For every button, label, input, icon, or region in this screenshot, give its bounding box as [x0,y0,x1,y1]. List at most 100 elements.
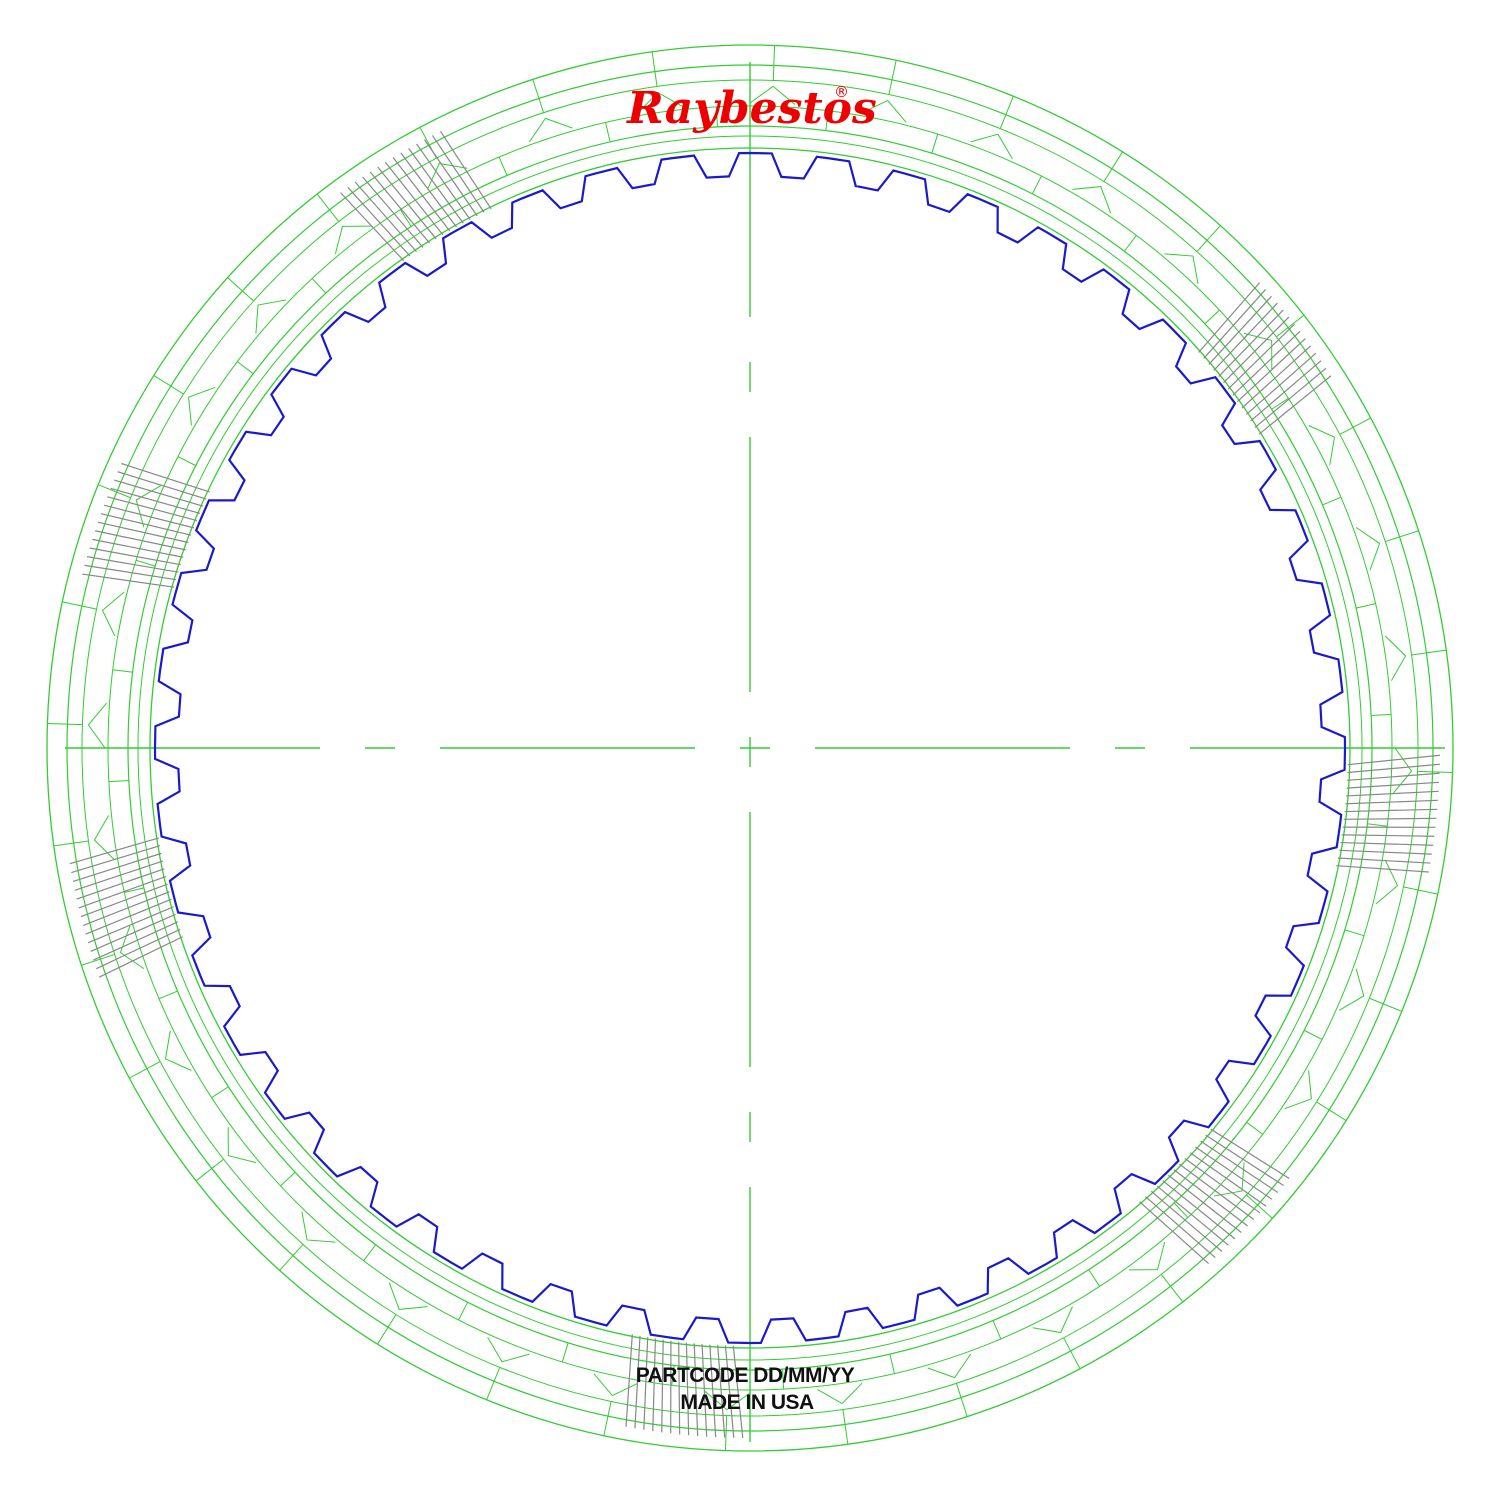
hatch-line [1337,857,1431,864]
hatch-line [97,521,189,544]
hatch-line [1340,841,1434,846]
groove-inner-divider [1303,1029,1323,1040]
groove-outer-divider [153,375,184,395]
groove-outer-divider [1196,225,1221,252]
hatch-line [93,921,179,961]
hatch-line [1145,1196,1216,1258]
hatch-line [1346,790,1439,797]
hatch-line [1250,360,1322,422]
hatch-line [354,181,417,253]
brand-logo-text: Raybestos [625,83,877,134]
hatch-line [1189,1152,1267,1207]
hatch-line [693,1343,699,1437]
groove-chevron [637,91,683,114]
groove-outer-divider [1103,151,1123,182]
registered-mark: ® [834,83,849,101]
hatch-line [625,1334,633,1427]
hatched-region-1 [340,130,492,261]
hatched-region-7 [82,462,210,588]
groove-chevron [1243,332,1273,369]
centerlines [45,42,1455,1455]
hatch-line [1347,754,1441,766]
groove-inner-divider [1204,309,1220,325]
groove-outer-divider [999,96,1014,129]
hatch-line [709,1344,717,1438]
plate-ring-7 [149,147,1351,1349]
groove-chevron [427,162,468,190]
groove-outer-divider [195,1158,224,1182]
hatch-line [377,166,437,240]
hatch-line [1343,817,1437,820]
groove-chevron [1072,186,1112,214]
hatch-line [1245,352,1317,415]
groove-inner-divider [135,559,156,567]
groove-chevron [1164,253,1199,285]
hatch-line [72,852,162,883]
hatch-line [416,143,471,220]
groove-chevron [1375,859,1399,905]
groove-outer-divider [1417,770,1453,774]
groove-inner-divider [498,156,508,176]
groove-outer-divider [888,60,897,95]
hatch-line [724,1345,735,1438]
hatch-line [85,898,172,935]
hatch-line [1179,1163,1255,1220]
groove-inner-divider [782,1369,785,1390]
groove-chevron [861,99,907,123]
groove-inner-divider [211,1086,229,1099]
groove-outer-divider [47,722,83,726]
groove-inner-divider [108,780,129,783]
groove-outer-divider [62,601,97,610]
groove-outer-divider [227,277,254,302]
groove-outer-divider [1369,997,1402,1012]
hatch-line [74,860,163,891]
hatch-line [440,130,492,210]
groove-chevron [101,591,125,637]
hatch-line [1339,849,1432,855]
groove-chevron [93,815,116,861]
hatch-line [110,487,201,514]
hatch-line [1227,323,1295,390]
hatch-line [652,1338,657,1432]
hatch-line [1200,1140,1279,1193]
hatch-line [1258,375,1332,435]
hatch-line [82,891,170,926]
groove-inner-divider [1246,1121,1264,1135]
groove-inner-divider [605,122,611,143]
hatch-line [362,176,424,248]
part-stamp: PARTCODE DD/MM/YY MADE IN USA [636,1364,856,1414]
hatch-line [634,1335,641,1429]
groove-chevron [119,925,145,970]
plate-ring-1 [46,44,1454,1452]
plate-ring-6 [137,135,1363,1361]
hatch-line [661,1339,664,1433]
groove-outer-divider [724,1415,728,1451]
hatch-line [89,547,181,566]
groove-outer-divider [955,1383,968,1417]
hatched-regions [69,130,1441,1439]
hatch-line [1241,345,1312,409]
groove-inner-divider [399,209,412,227]
groove-outer-divider [279,1244,304,1271]
groove-inner-divider [1344,929,1365,937]
groove-outer-divider [1385,530,1419,543]
hatched-region-3 [1336,754,1441,873]
stamp-partcode-line: PARTCODE DD/MM/YY [636,1364,855,1387]
groove-chevron [87,702,107,749]
hatch-line [87,906,174,944]
hatch-line [408,147,464,224]
groove-inner-divider [1031,175,1042,195]
groove-outer-divider [1063,1337,1081,1369]
hatch-line [400,152,457,228]
groove-outer-divider [1339,417,1371,435]
hatch-line [113,479,204,507]
hatch-line [685,1342,690,1436]
groove-inner-divider [1088,1269,1101,1287]
groove-inner-divider [311,278,327,294]
hatch-line [1168,1174,1242,1233]
groove-chevron [1032,1306,1073,1334]
hatch-line [95,928,181,970]
groove-outer-divider [316,193,340,222]
